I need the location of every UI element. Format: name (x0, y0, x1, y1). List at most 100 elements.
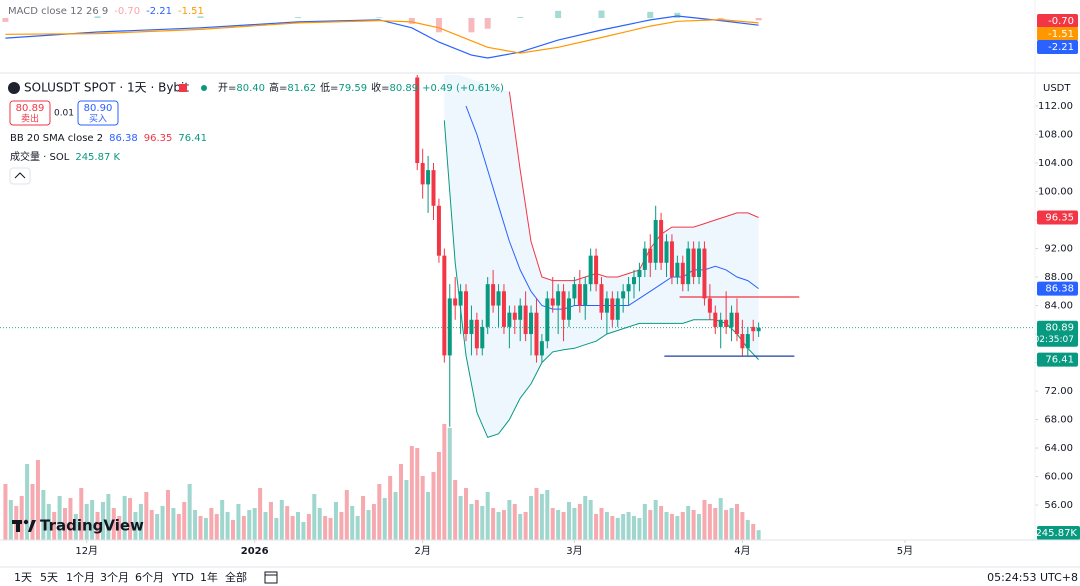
x-tick-label: 2月 (414, 545, 430, 557)
candle-body (751, 326, 756, 332)
range-button[interactable]: 3个月 (100, 571, 129, 584)
volume-bar (41, 490, 46, 540)
brand-logo: TradingView (12, 517, 144, 535)
volume-bar (350, 506, 355, 540)
collapse-button[interactable] (9, 167, 31, 185)
volume-bar (491, 508, 496, 540)
calendar-icon (264, 571, 278, 584)
volume-bar (458, 496, 463, 540)
volume-bar (252, 508, 257, 540)
candle-body (702, 248, 707, 299)
bb-legend: BB 20 SMA close 2 86.38 96.35 76.41 (10, 133, 207, 144)
candle-body (659, 220, 664, 263)
bb-upper-value: 96.35 (144, 133, 173, 144)
x-tick-label: 12月 (75, 545, 98, 557)
volume-bar (577, 504, 582, 540)
volume-bar (8, 500, 13, 540)
volume-bar (734, 504, 739, 540)
volume-bar (144, 492, 149, 540)
volume-bar (756, 530, 761, 540)
y-tick-label: 92.00 (1044, 244, 1073, 255)
range-button[interactable]: 5天 (40, 571, 58, 584)
symbol-title[interactable]: SOLUSDT SPOT · 1天 · Bybit (24, 81, 189, 95)
volume-bar (290, 516, 295, 540)
range-button[interactable]: 全部 (225, 570, 247, 584)
range-button[interactable]: 1年 (200, 570, 218, 584)
volume-bar (160, 506, 165, 540)
volume-bar (398, 464, 403, 540)
range-button[interactable]: 6个月 (135, 571, 164, 584)
macd-title: MACD close 12 26 9 (8, 6, 108, 17)
ohlc-label: 收= (371, 81, 389, 94)
volume-bar (90, 500, 95, 540)
volume-bar (52, 512, 57, 540)
volume-bar (637, 518, 642, 540)
volume-bar (518, 514, 523, 540)
volume-bar (474, 500, 479, 540)
candle-body (604, 298, 609, 313)
volume-bar (480, 506, 485, 540)
volume-bar (615, 518, 620, 540)
volume-bar (545, 490, 550, 540)
y-tick-label: 60.00 (1044, 472, 1073, 483)
last-price-tag (1037, 320, 1078, 347)
macd-histogram-bar (2, 18, 9, 22)
candle-body (686, 248, 691, 285)
range-button[interactable]: 1个月 (66, 571, 95, 584)
macd-signal-tag-text: -1.51 (1048, 29, 1074, 40)
candle-body (496, 291, 501, 306)
candle-body (550, 298, 555, 306)
candle-body (707, 298, 712, 313)
volume-bar (393, 492, 398, 540)
volume-bar (447, 428, 452, 540)
bb-basis-tag-text: 86.38 (1045, 284, 1074, 295)
range-button[interactable]: 1天 (14, 571, 32, 584)
candle-body (501, 291, 506, 327)
volume-bar (73, 514, 78, 540)
volume-bar (35, 460, 40, 540)
y-tick-label: 108.00 (1038, 130, 1073, 141)
volume-bar (193, 510, 198, 540)
volume-bar (198, 516, 203, 540)
candle-body (442, 255, 447, 356)
volume-bar (409, 446, 414, 540)
candle-body (756, 327, 761, 332)
volume-bar (697, 514, 702, 540)
candle-body (529, 312, 534, 335)
volume-bar (231, 520, 236, 540)
macd-histogram-bar (94, 16, 101, 18)
candle-body (697, 248, 702, 278)
y-tick-label: 64.00 (1044, 443, 1073, 454)
clock[interactable]: 05:24:53 UTC+8 (987, 571, 1078, 584)
volume-bar (46, 504, 51, 540)
sell-button[interactable] (9, 100, 51, 126)
ohlc-label: 开= (218, 83, 236, 94)
volume-bar (566, 502, 571, 540)
bb-lower-value: 76.41 (178, 133, 207, 144)
volume-bar (258, 488, 263, 540)
buy-button[interactable] (77, 100, 119, 126)
price-unit[interactable]: USDT (1043, 83, 1071, 94)
volume-bar (68, 498, 73, 540)
volume-tag-text: 245.87K (1035, 528, 1077, 539)
brand-name: TradingView (40, 517, 144, 535)
range-button[interactable]: YTD (171, 571, 194, 584)
y-tick-label: 104.00 (1038, 158, 1073, 169)
volume-title: 成交量 · SOL (10, 150, 70, 163)
candle-body (572, 284, 577, 299)
volume-value: 245.87 K (75, 152, 120, 163)
macd-signal-value: -1.51 (178, 6, 204, 17)
candle-body (539, 341, 544, 356)
bb-basis-tag (1037, 281, 1078, 296)
volume-bar (485, 492, 490, 540)
volume-bar (312, 494, 317, 540)
date-picker-icon[interactable] (264, 571, 278, 584)
candle-body (599, 284, 604, 313)
volume-bar (507, 500, 512, 540)
volume-bar (632, 516, 637, 540)
volume-bar (285, 506, 290, 540)
volume-bar (621, 514, 626, 540)
volume-bar (128, 498, 133, 540)
candle-body (420, 163, 425, 185)
candle-body (583, 284, 588, 306)
